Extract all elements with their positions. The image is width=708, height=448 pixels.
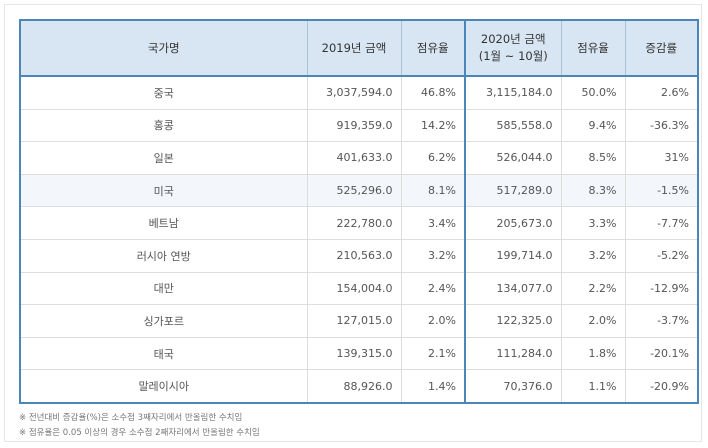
- cell-share-2019: 1.4%: [401, 369, 466, 404]
- cell-share-2020: 1.1%: [561, 369, 626, 404]
- cell-amount-2019: 210,563.0: [307, 239, 402, 273]
- cell-country: 대만: [20, 272, 308, 306]
- cell-share-2020: 8.5%: [561, 141, 626, 175]
- cell-growth: 2.6%: [625, 76, 699, 110]
- header-country: 국가명: [19, 19, 308, 77]
- cell-growth: -20.9%: [625, 369, 699, 404]
- cell-country: 일본: [20, 141, 308, 175]
- cell-amount-2019: 525,296.0: [307, 174, 402, 208]
- header-amount-2020-line2: (1월 ~ 10월): [478, 49, 548, 63]
- cell-country: 홍콩: [20, 109, 308, 143]
- cell-amount-2020: 3,115,184.0: [464, 76, 562, 110]
- cell-share-2019: 2.1%: [401, 337, 466, 371]
- cell-amount-2020: 70,376.0: [464, 369, 562, 404]
- table-row: 싱가포르 127,015.0 2.0% 122,325.0 2.0% -3.7%: [20, 304, 699, 338]
- cell-amount-2019: 401,633.0: [307, 141, 402, 175]
- cell-share-2020: 3.2%: [561, 239, 626, 273]
- cell-country: 미국: [20, 174, 308, 208]
- cell-share-2020: 2.0%: [561, 304, 626, 338]
- table-row: 일본 401,633.0 6.2% 526,044.0 8.5% 31%: [20, 141, 699, 175]
- footnote: ※ 전년대비 증감율(%)은 소수점 3째자리에서 반올림한 수치임: [19, 413, 243, 423]
- table-row: 중국 3,037,594.0 46.8% 3,115,184.0 50.0% 2…: [20, 76, 699, 110]
- cell-share-2020: 8.3%: [561, 174, 626, 208]
- header-amount-2019: 2019년 금액: [306, 19, 402, 77]
- cell-country: 러시아 연방: [20, 239, 308, 273]
- table-row: 태국 139,315.0 2.1% 111,284.0 1.8% -20.1%: [20, 337, 699, 371]
- cell-amount-2019: 139,315.0: [307, 337, 402, 371]
- cell-growth: -5.2%: [625, 239, 699, 273]
- cell-share-2020: 9.4%: [561, 109, 626, 143]
- table-row: 홍콩 919,359.0 14.2% 585,558.0 9.4% -36.3%: [20, 109, 699, 143]
- table-row: 말레이시아 88,926.0 1.4% 70,376.0 1.1% -20.9%: [20, 369, 699, 404]
- cell-amount-2020: 199,714.0: [464, 239, 562, 273]
- cell-amount-2019: 222,780.0: [307, 206, 402, 240]
- cell-growth: -12.9%: [625, 272, 699, 306]
- cell-amount-2020: 526,044.0: [464, 141, 562, 175]
- cell-country: 말레이시아: [20, 369, 308, 404]
- export-stats-table: 국가명 2019년 금액 점유율 2020년 금액 (1월 ~ 10월) 점유율…: [19, 19, 699, 404]
- cell-country: 베트남: [20, 206, 308, 240]
- cell-share-2020: 2.2%: [561, 272, 626, 306]
- cell-share-2019: 3.2%: [401, 239, 466, 273]
- cell-share-2019: 2.4%: [401, 272, 466, 306]
- cell-amount-2020: 205,673.0: [464, 206, 562, 240]
- footnotes: ※ 전년대비 증감율(%)은 소수점 3째자리에서 반올림한 수치임 ※ 점유율…: [19, 411, 260, 441]
- header-share-2020: 점유율: [560, 19, 626, 77]
- cell-share-2019: 14.2%: [401, 109, 466, 143]
- content-frame: 국가명 2019년 금액 점유율 2020년 금액 (1월 ~ 10월) 점유율…: [4, 4, 702, 442]
- cell-growth: -3.7%: [625, 304, 699, 338]
- table-row: 미국 525,296.0 8.1% 517,289.0 8.3% -1.5%: [20, 174, 699, 208]
- cell-share-2019: 2.0%: [401, 304, 466, 338]
- cell-amount-2019: 3,037,594.0: [307, 76, 402, 110]
- cell-growth: -36.3%: [625, 109, 699, 143]
- cell-amount-2019: 88,926.0: [307, 369, 402, 404]
- cell-share-2020: 3.3%: [561, 206, 626, 240]
- table-row: 베트남 222,780.0 3.4% 205,673.0 3.3% -7.7%: [20, 206, 699, 240]
- cell-amount-2020: 122,325.0: [464, 304, 562, 338]
- table-row: 대만 154,004.0 2.4% 134,077.0 2.2% -12.9%: [20, 272, 699, 306]
- cell-country: 중국: [20, 76, 308, 110]
- table-header-row: 국가명 2019년 금액 점유율 2020년 금액 (1월 ~ 10월) 점유율…: [19, 19, 699, 77]
- cell-share-2020: 50.0%: [561, 76, 626, 110]
- cell-country: 태국: [20, 337, 308, 371]
- cell-share-2020: 1.8%: [561, 337, 626, 371]
- header-amount-2020-line1: 2020년 금액: [480, 32, 546, 46]
- cell-amount-2020: 111,284.0: [464, 337, 562, 371]
- cell-share-2019: 8.1%: [401, 174, 466, 208]
- header-amount-2020: 2020년 금액 (1월 ~ 10월): [464, 19, 562, 77]
- cell-growth: -7.7%: [625, 206, 699, 240]
- cell-amount-2020: 134,077.0: [464, 272, 562, 306]
- cell-amount-2020: 585,558.0: [464, 109, 562, 143]
- cell-amount-2020: 517,289.0: [464, 174, 562, 208]
- cell-amount-2019: 919,359.0: [307, 109, 402, 143]
- cell-amount-2019: 127,015.0: [307, 304, 402, 338]
- cell-share-2019: 3.4%: [401, 206, 466, 240]
- cell-growth: -20.1%: [625, 337, 699, 371]
- cell-share-2019: 6.2%: [401, 141, 466, 175]
- cell-share-2019: 46.8%: [401, 76, 466, 110]
- table-row: 러시아 연방 210,563.0 3.2% 199,714.0 3.2% -5.…: [20, 239, 699, 273]
- header-growth: 증감률: [624, 19, 699, 77]
- footnote: ※ 점유율은 0.05 이상의 경우 소수점 2째자리에서 반올림한 수치임: [19, 428, 260, 438]
- cell-growth: -1.5%: [625, 174, 699, 208]
- cell-country: 싱가포르: [20, 304, 308, 338]
- header-share-2019: 점유율: [400, 19, 466, 77]
- cell-amount-2019: 154,004.0: [307, 272, 402, 306]
- cell-growth: 31%: [625, 141, 699, 175]
